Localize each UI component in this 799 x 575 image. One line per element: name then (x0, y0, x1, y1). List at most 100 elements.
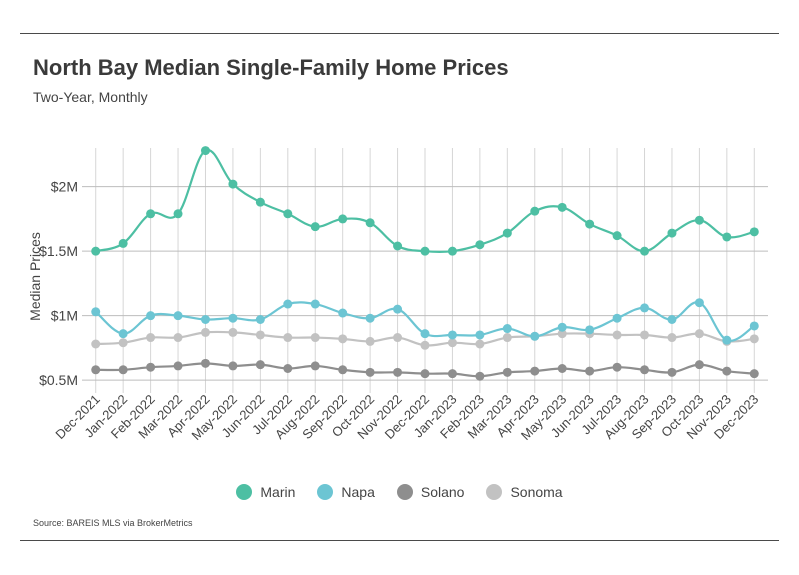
data-point-napa (557, 322, 567, 332)
data-point-solano (283, 364, 293, 373)
data-point-solano (722, 366, 732, 376)
data-point-marin (640, 246, 650, 256)
legend-label-solano: Solano (420, 484, 465, 500)
data-point-marin (475, 240, 485, 250)
data-point-napa (91, 307, 101, 317)
data-point-sonoma (393, 333, 403, 343)
data-point-napa (612, 313, 622, 323)
data-point-napa (420, 329, 430, 339)
data-point-napa (640, 303, 650, 313)
legend: Marin Napa Solano Sonoma (0, 484, 799, 500)
data-point-marin (118, 238, 128, 248)
legend-label-napa: Napa (341, 484, 375, 500)
data-point-marin (694, 215, 704, 225)
data-point-sonoma (749, 334, 759, 344)
data-point-napa (447, 330, 457, 340)
source-note: Source: BAREIS MLS via BrokerMetrics (33, 518, 193, 528)
data-point-marin (338, 214, 348, 224)
data-point-solano (255, 360, 265, 370)
data-point-napa (530, 331, 540, 341)
data-point-sonoma (420, 340, 430, 350)
data-point-sonoma (118, 338, 128, 348)
legend-marker-solano (396, 484, 413, 500)
legend-item-napa: Napa (317, 484, 375, 500)
data-point-marin (749, 227, 759, 237)
data-point-solano (173, 361, 183, 371)
data-point-sonoma (283, 333, 293, 343)
data-point-sonoma (640, 330, 650, 340)
data-point-solano (749, 369, 759, 379)
data-point-napa (310, 299, 320, 309)
legend-marker-marin (236, 484, 253, 500)
legend-label-marin: Marin (260, 484, 296, 500)
y-axis-title: Median Prices (27, 232, 43, 321)
data-point-marin (200, 146, 210, 156)
data-point-napa (118, 329, 128, 339)
data-point-sonoma (502, 333, 512, 343)
data-point-marin (447, 246, 457, 256)
data-point-marin (393, 241, 403, 251)
legend-label-sonoma: Sonoma (510, 484, 563, 500)
data-point-napa (475, 330, 485, 340)
bottom-rule (20, 540, 779, 541)
data-point-solano (667, 367, 677, 377)
data-point-solano (365, 367, 375, 377)
data-point-solano (612, 362, 622, 372)
data-point-napa (228, 313, 238, 323)
legend-item-solano: Solano (396, 484, 465, 500)
y-tick-label: $1M (51, 308, 78, 324)
legend-item-sonoma: Sonoma (486, 484, 563, 500)
data-point-marin (557, 202, 567, 212)
data-point-solano (310, 361, 320, 371)
data-point-solano (200, 358, 210, 368)
data-point-solano (420, 369, 430, 379)
data-point-solano (694, 360, 704, 370)
data-point-solano (146, 362, 156, 372)
data-point-solano (585, 366, 595, 376)
data-point-solano (91, 365, 101, 375)
data-point-napa (146, 311, 156, 321)
data-point-sonoma (91, 339, 101, 349)
data-point-solano (502, 367, 512, 377)
data-point-sonoma (338, 334, 348, 344)
data-point-marin (255, 197, 265, 207)
data-point-solano (447, 369, 457, 379)
data-point-napa (502, 324, 512, 334)
data-point-marin (585, 219, 595, 229)
data-point-marin (365, 218, 375, 228)
legend-marker-napa (317, 484, 334, 500)
data-point-sonoma (557, 329, 567, 339)
y-tick-label: $2M (51, 179, 78, 195)
data-point-napa (255, 315, 265, 324)
data-point-sonoma (667, 333, 677, 343)
data-point-marin (502, 228, 512, 238)
legend-marker-sonoma (486, 484, 503, 500)
data-point-napa (283, 299, 293, 309)
data-point-marin (283, 209, 293, 219)
data-point-napa (749, 321, 759, 331)
data-point-marin (146, 209, 156, 219)
data-point-marin (173, 209, 183, 219)
data-point-sonoma (447, 338, 457, 348)
data-point-sonoma (310, 333, 320, 343)
data-point-solano (338, 365, 348, 375)
data-point-solano (118, 365, 128, 375)
legend-item-marin: Marin (236, 484, 295, 500)
data-point-napa (667, 315, 677, 324)
data-point-napa (338, 308, 348, 318)
data-point-marin (667, 228, 677, 238)
data-point-solano (557, 364, 567, 373)
data-point-sonoma (146, 333, 156, 343)
data-point-napa (722, 335, 732, 345)
data-point-napa (365, 313, 375, 323)
data-point-sonoma (255, 330, 265, 340)
data-point-sonoma (475, 339, 485, 349)
data-point-sonoma (200, 327, 210, 337)
data-point-napa (173, 311, 183, 321)
data-point-marin (228, 179, 238, 189)
data-point-solano (228, 361, 238, 371)
data-point-napa (200, 315, 210, 324)
data-point-sonoma (228, 327, 238, 337)
data-point-marin (722, 232, 732, 242)
